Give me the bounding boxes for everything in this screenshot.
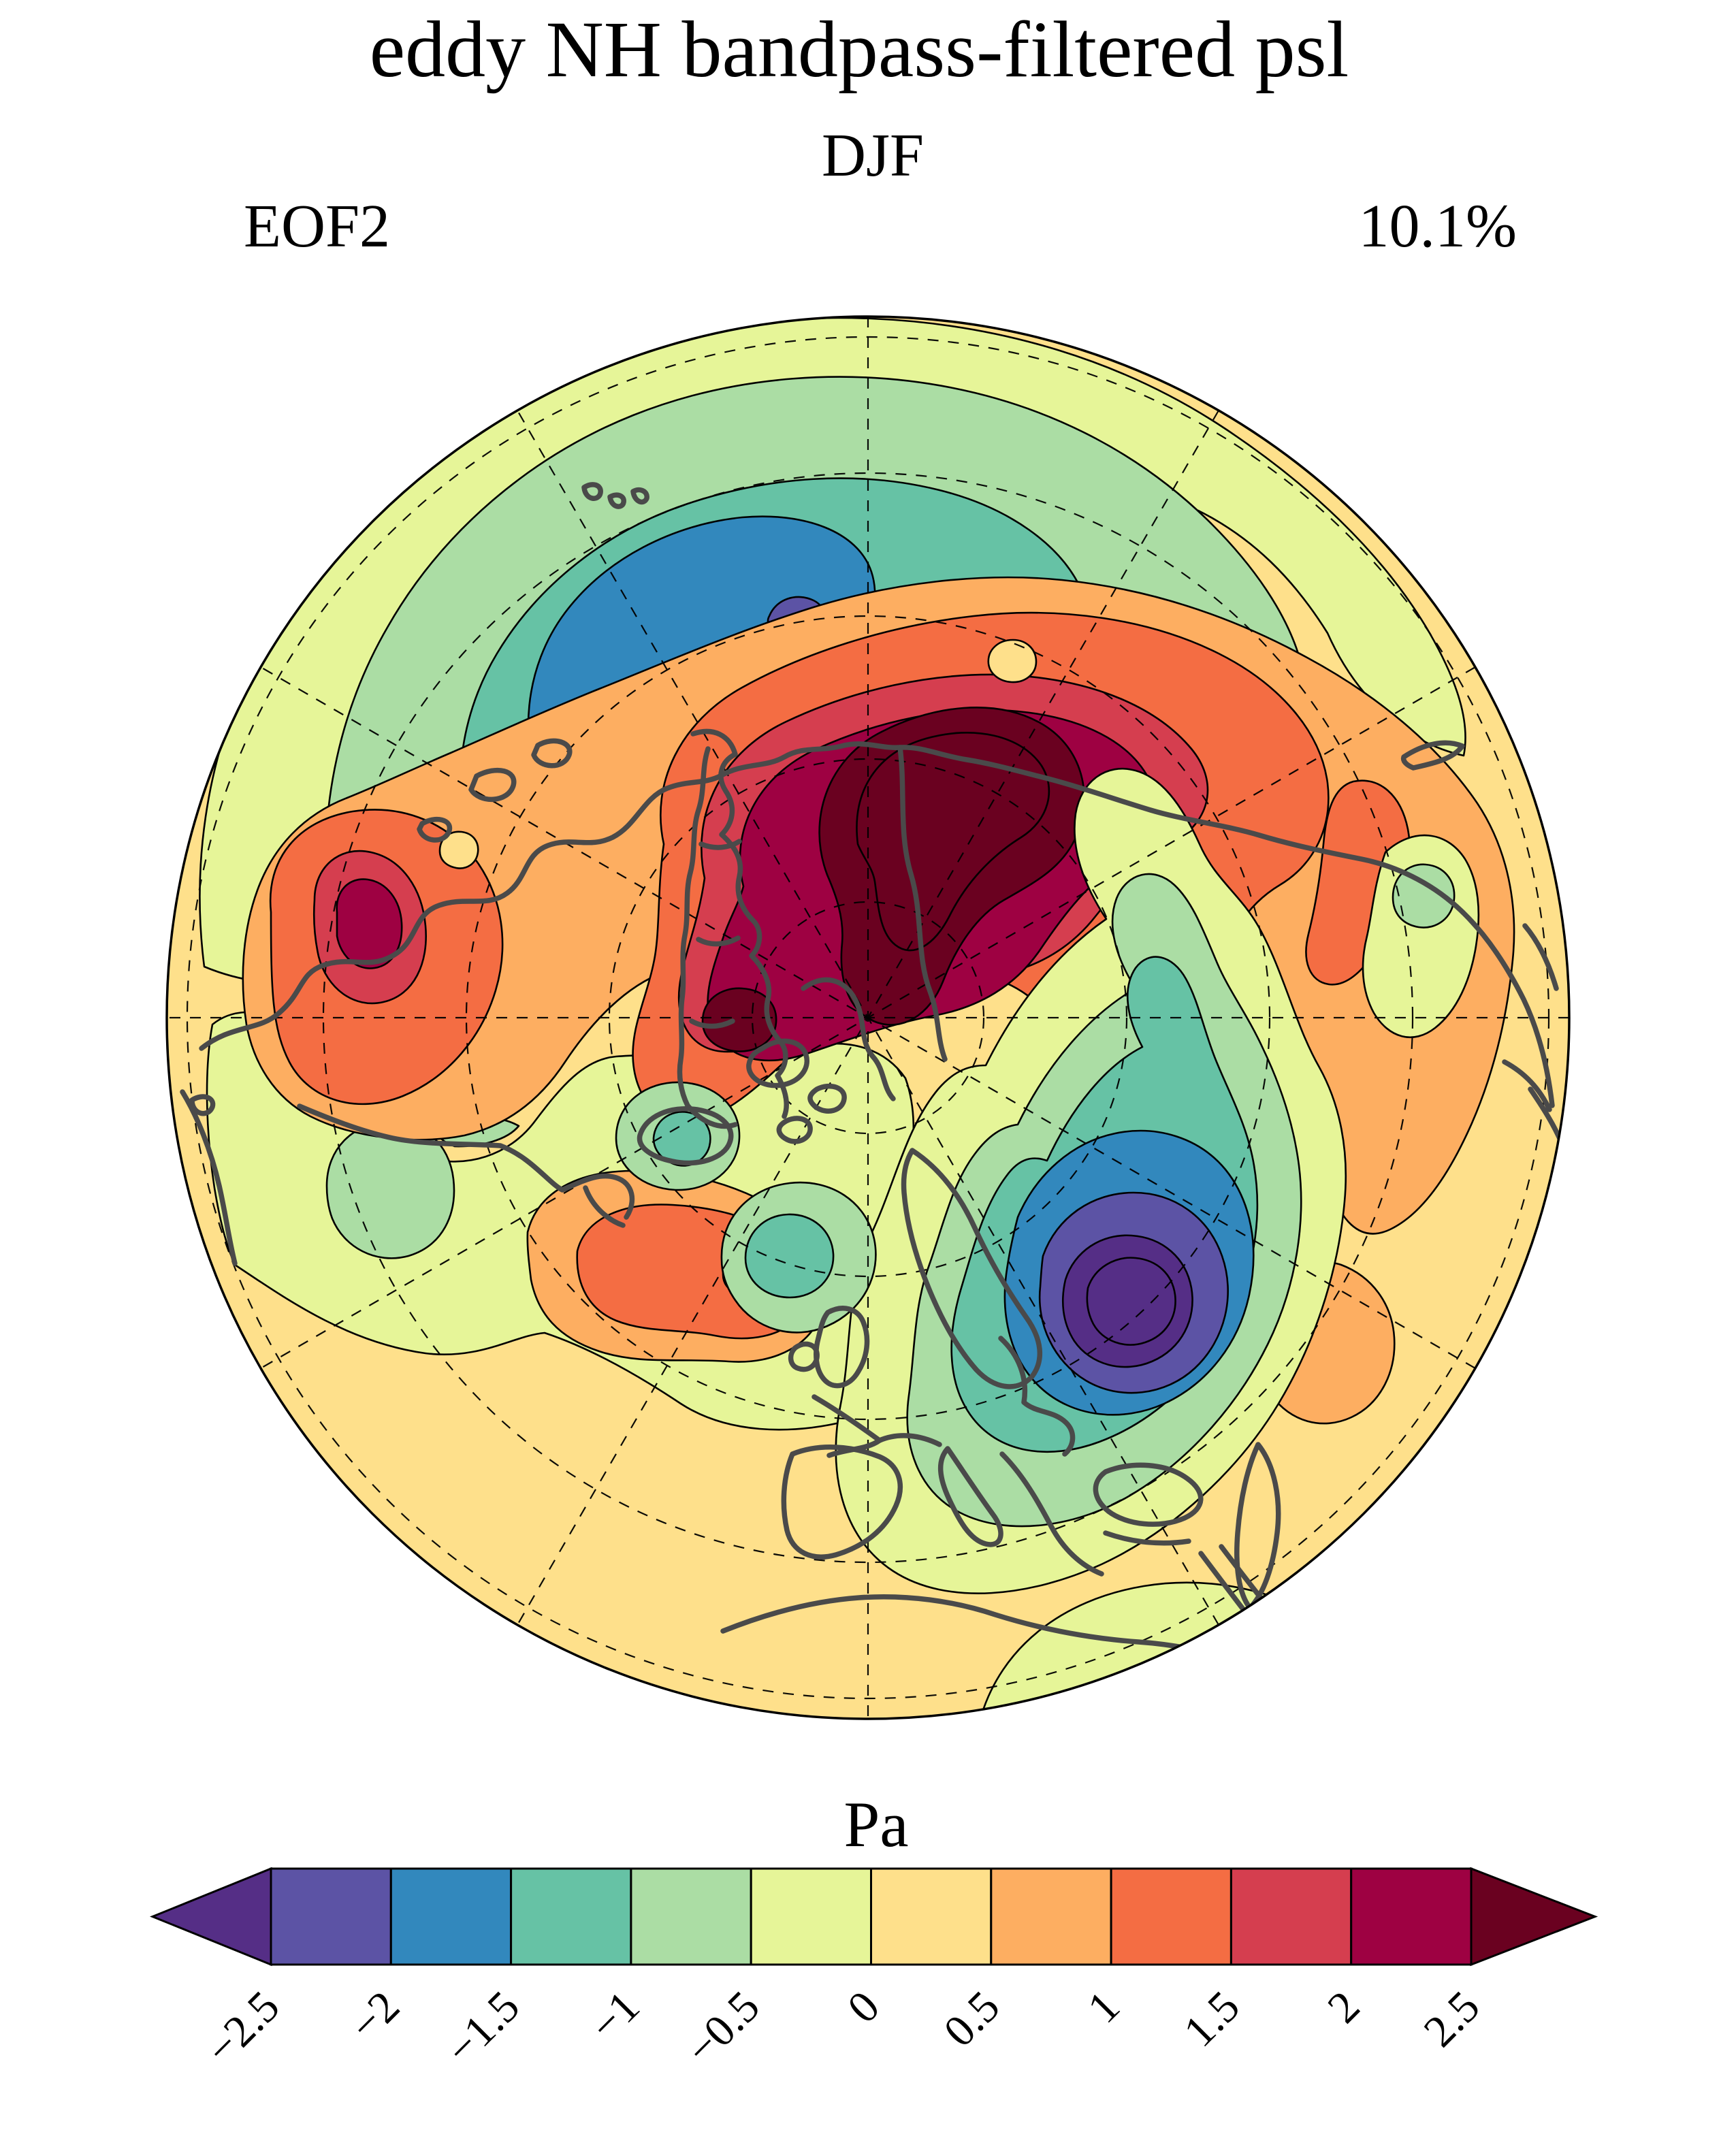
contour-layer-teal-uk (744, 1213, 835, 1299)
coastline-path (999, 1451, 1104, 1577)
contour-path (856, 732, 1050, 952)
coastline-path (938, 1446, 1003, 1547)
colorbar-bin (1110, 1867, 1232, 1966)
colorbar-tick-label: 2 (1318, 1982, 1369, 2033)
coastline-path (1093, 1462, 1204, 1527)
colorbar-under-arrow (150, 1867, 272, 1967)
coastline-path (1400, 740, 1465, 771)
coastline-path (788, 1306, 870, 1389)
colorbar-bin (1229, 1867, 1353, 1966)
latitude-circle (465, 615, 1271, 1421)
figure-title: eddy NH bandpass-filtered psl (370, 5, 1349, 94)
map-outline (165, 315, 1571, 1720)
coastline-path (531, 738, 573, 769)
colorbar-bin (510, 1867, 632, 1966)
colorbar-title: Pa (844, 1788, 909, 1860)
coastline-path (720, 1594, 1264, 1675)
contour-path (744, 1213, 835, 1299)
coastline-path (689, 839, 742, 1029)
polar-stereographic-map (165, 315, 1571, 1720)
coastline-path (180, 1089, 238, 1266)
colorbar-tick-label: 0.5 (934, 1982, 1009, 2056)
colorbar-tick-label: 2.5 (1415, 1982, 1490, 2056)
coastline-path (781, 1445, 903, 1560)
colorbar-tick-label: −2 (340, 1982, 409, 2050)
coastline-path (901, 1148, 1043, 1389)
coastline-path (897, 745, 948, 1062)
coastline-path (998, 1336, 1076, 1457)
colorbar-bin (990, 1867, 1112, 1966)
coastline-path (677, 746, 738, 1129)
contour-path (438, 830, 479, 869)
contour-path (987, 639, 1038, 683)
coastline-path (199, 773, 723, 1051)
contour-layer-maroon-main (818, 707, 1085, 1026)
colorbar-tick-label: 1 (1078, 1982, 1129, 2033)
contour-layer-pale-pockets (438, 639, 1038, 869)
colorbar-tick-label: 0 (838, 1982, 889, 2033)
coastline-path (1103, 1530, 1191, 1546)
coastline-path (690, 728, 789, 1119)
colorbar-bin (270, 1867, 392, 1966)
coastline-path (718, 741, 1555, 1108)
colorbar-over-arrow (1470, 1867, 1598, 1967)
eof-label: EOF2 (244, 193, 390, 260)
contour-layer-maroon-secondary (701, 987, 777, 1052)
contour-path (1392, 863, 1456, 929)
contour-layer-eu-core (1062, 1234, 1193, 1368)
colorbar-bin (870, 1867, 993, 1966)
coastline-path (189, 1094, 216, 1116)
variance-label: 10.1% (1359, 193, 1517, 260)
contour-path (701, 987, 777, 1052)
colorbar-bin (1350, 1867, 1473, 1966)
coastline-path (417, 816, 453, 843)
map-clip-group (167, 317, 1569, 1719)
coastline-path (297, 1103, 635, 1228)
graticule (167, 317, 1569, 1719)
coastline-path (468, 767, 517, 802)
coastline-path (581, 482, 649, 509)
coastline-path (746, 1038, 847, 1144)
contour-path (1062, 1234, 1193, 1368)
colorbar-tick-label: −2.5 (196, 1982, 289, 2074)
latitude-circle (322, 472, 1414, 1564)
colorbar-tick-label: −1 (580, 1982, 649, 2050)
meridian-line (517, 410, 1219, 1626)
coastlines (180, 482, 1569, 1675)
latitude-circle (608, 758, 1128, 1278)
contour-path (1086, 1257, 1176, 1346)
colorbar-tick-label: −1.5 (436, 1982, 529, 2074)
latitude-circle (751, 901, 985, 1135)
colorbar-tick-label: 1.5 (1174, 1982, 1249, 2056)
colorbar-bin (630, 1867, 752, 1966)
coastline-path (637, 1106, 734, 1166)
colorbar-bin (389, 1867, 513, 1966)
coastline-path (801, 977, 896, 1101)
colorbar-tick-label: −0.5 (677, 1982, 769, 2074)
colorbar-bin (750, 1867, 872, 1966)
contour-layer-extra-contour-lines (856, 732, 1176, 1346)
season-label: DJF (822, 122, 924, 189)
colorbar: −2.5 −2 −1.5 −1 −0.5 0 0.5 1 1.5 2 2.5 (150, 1867, 1598, 2074)
contour-layer-lg-right-core (1392, 863, 1456, 929)
contour-path (818, 707, 1085, 1026)
